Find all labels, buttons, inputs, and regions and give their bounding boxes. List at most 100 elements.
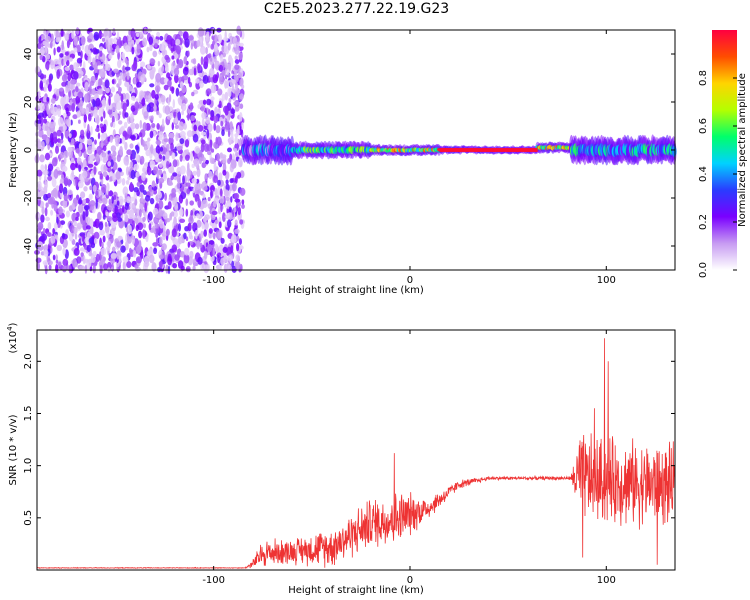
- spectrogram-noise-blob: [53, 58, 60, 65]
- spectrogram-noise-blob: [145, 94, 149, 103]
- spectrogram-noise-blob: [192, 188, 195, 194]
- spectrogram-noise-blob: [190, 115, 196, 122]
- spectrogram-noise-blob: [222, 52, 227, 58]
- snr-x-ticks: -100 0 100: [202, 330, 616, 586]
- spectrogram-noise-blob: [167, 181, 174, 186]
- spectrogram-noise-blob: [92, 47, 98, 55]
- spectrogram-noise-blob: [198, 100, 205, 105]
- spectrogram-noise-blob: [217, 160, 221, 166]
- spectrogram-noise-blob: [128, 209, 134, 220]
- spectrogram-noise-blob: [196, 213, 200, 219]
- spectrogram-noise-blob: [227, 130, 231, 138]
- spectrogram-noise-blob: [227, 254, 233, 262]
- spectrogram-noise-blob: [73, 62, 78, 70]
- spectrogram-noise-blob: [174, 239, 177, 245]
- spectrogram-noise-blob: [126, 72, 130, 81]
- spectrogram-noise-blob: [159, 35, 164, 41]
- spectrogram-noise-blob: [228, 206, 232, 213]
- spectrogram-noise-blob: [121, 136, 126, 145]
- spectrogram-noise-blob: [126, 84, 133, 92]
- spectrogram-noise-blob: [59, 183, 64, 194]
- spectrogram-noise-blob: [159, 146, 164, 152]
- spectrogram-noise-blob: [239, 78, 244, 86]
- spectrogram-noise-blob: [44, 207, 48, 217]
- spectrogram-noise-blob: [110, 122, 113, 128]
- spectrogram-noise-blob: [223, 62, 229, 68]
- spectrogram-noise-blob: [191, 91, 195, 97]
- spectrogram-noise-blob: [135, 171, 140, 178]
- spectrogram-noise-blob: [103, 28, 108, 37]
- spectrogram-noise-blob: [43, 193, 49, 201]
- spectrogram-noise-blob: [135, 224, 139, 232]
- spectrogram-noise-blob: [209, 57, 213, 62]
- spectrogram-noise-blob: [171, 228, 177, 238]
- spectrogram-noise-blob: [140, 155, 145, 165]
- spectrogram-noise-blob: [112, 27, 116, 35]
- spectrogram-noise-blob: [161, 118, 165, 128]
- spectrogram-noise-blob: [75, 176, 78, 187]
- spectrogram-noise-blob: [106, 216, 113, 222]
- spectrogram-noise-blob: [203, 186, 208, 191]
- spectrogram-noise-blob: [154, 222, 159, 229]
- spectrogram-noise-blob: [64, 33, 69, 40]
- spectrogram-noise-blob: [151, 180, 156, 188]
- spectrogram-noise-blob: [218, 100, 222, 108]
- spectrogram-noise-blob: [71, 30, 75, 39]
- spectrogram-noise-blob: [238, 238, 242, 245]
- spectrogram-noise-blob: [208, 68, 215, 78]
- spectrogram-noise-blob: [231, 260, 235, 268]
- spectrogram-noise-blob: [43, 118, 47, 124]
- spectrogram-noise-blob: [82, 170, 88, 179]
- spectrogram-noise-blob: [193, 67, 197, 76]
- spectrogram-noise-blob: [153, 104, 157, 112]
- spectrogram-noise-blob: [236, 242, 240, 252]
- spectrogram-noise-blob: [90, 254, 96, 263]
- spectrogram-noise-blob: [176, 45, 181, 55]
- spectrogram-noise-blob: [111, 102, 117, 112]
- spectrogram-noise-blob: [213, 115, 219, 124]
- spectrogram-noise-blob: [143, 260, 150, 268]
- spectrogram-noise-blob: [204, 214, 211, 221]
- spectrogram-noise-blob: [186, 167, 191, 177]
- spectrogram-noise-blob: [224, 74, 228, 80]
- spectrogram-noise-blob: [55, 37, 61, 43]
- spectrogram-noise-blob: [201, 162, 207, 169]
- spectrogram-noise-blob: [158, 177, 165, 184]
- spectrogram-noise-blob: [198, 72, 203, 77]
- spectrogram-noise-blob: [45, 202, 49, 208]
- spectrogram-noise-blob: [212, 200, 217, 208]
- spectrogram-noise-blob: [80, 129, 85, 137]
- spectrogram-noise-blob: [185, 182, 191, 187]
- spectrogram-noise-blob: [172, 172, 178, 177]
- spectrogram-noise-blob: [185, 208, 189, 217]
- spectrogram-noise-blob: [234, 192, 240, 200]
- spectrogram-noise-blob: [168, 94, 172, 103]
- spectrogram-noise-blob: [100, 126, 105, 134]
- spectrogram-noise-blob: [241, 204, 245, 209]
- spectrogram-noise-blob: [52, 254, 56, 261]
- spectrogram-noise-blob: [188, 35, 194, 41]
- spectrogram-y-axis-label: Frequency (Hz): [8, 112, 19, 188]
- spectrogram-noise-blob: [36, 169, 43, 177]
- spectrogram-noise-blob: [136, 189, 140, 197]
- spectrogram-noise-blob: [179, 130, 186, 138]
- spectrogram-noise-blob: [116, 252, 120, 260]
- spectrogram-noise-blob: [55, 264, 59, 273]
- spectrogram-noise-blob: [116, 241, 122, 248]
- spectrogram-noise-blob: [102, 214, 106, 220]
- spectrogram-noise-blob: [93, 231, 100, 240]
- snr-multiplier-close: ): [8, 322, 19, 326]
- spectrogram-noise-blob: [170, 211, 175, 217]
- spectrogram-noise-blob: [88, 113, 92, 122]
- spectrogram-noise-blob: [192, 58, 197, 65]
- spectrogram-noise-blob: [154, 94, 159, 100]
- spectrogram-noise-blob: [128, 217, 134, 225]
- spectrogram-noise-blob: [182, 75, 189, 81]
- spectrogram-noise-blob: [174, 73, 179, 84]
- spectrogram-noise-blob: [187, 222, 192, 232]
- spectrogram-noise-blob: [93, 31, 100, 41]
- spectrogram-noise-blob: [186, 188, 190, 195]
- spectrogram-noise-blob: [37, 42, 42, 50]
- spectrogram-noise-blob: [93, 112, 98, 118]
- y-tick-label: 0: [23, 147, 34, 153]
